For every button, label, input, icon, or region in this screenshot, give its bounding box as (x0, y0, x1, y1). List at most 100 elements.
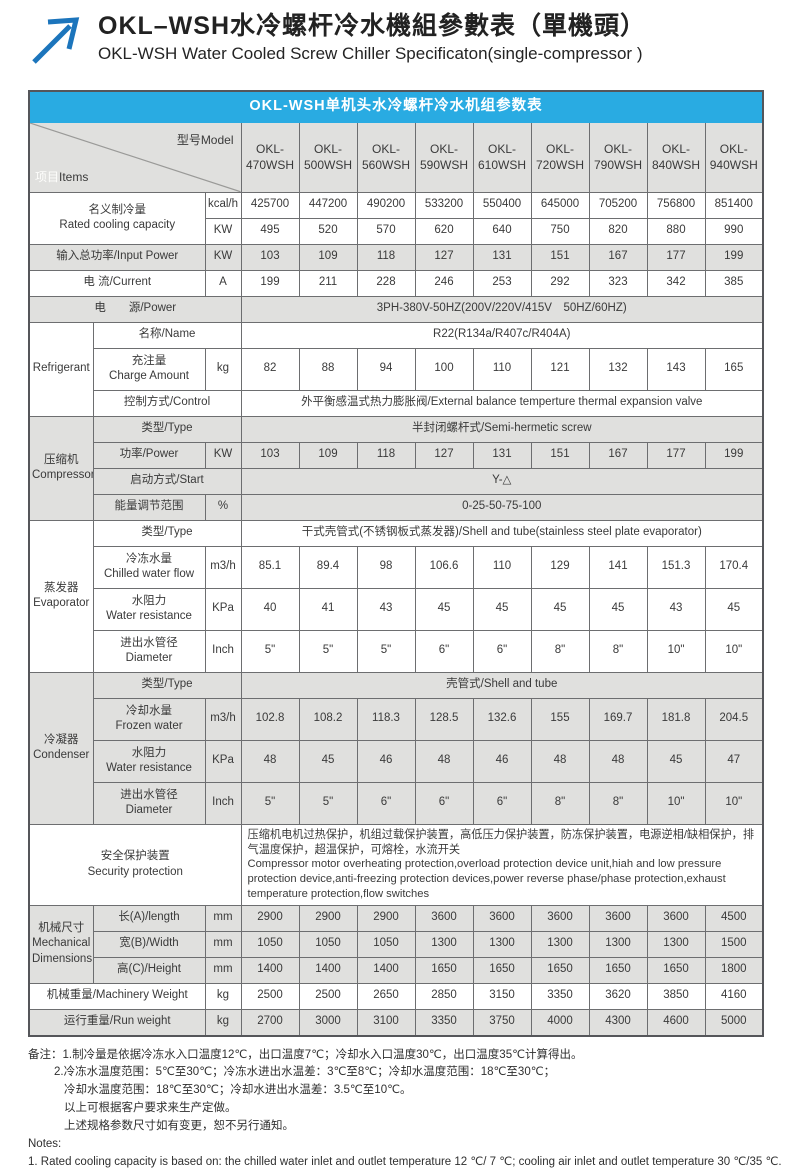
refrigerant-charge-value-OKL-840WSH: 143 (646, 347, 706, 391)
dims-width-value-OKL-790WSH: 1300 (588, 930, 648, 958)
input-power-value-OKL-790WSH: 167 (588, 243, 648, 271)
current-value-OKL-840WSH: 342 (646, 269, 706, 297)
dims-height-value-OKL-590WSH: 1650 (414, 956, 474, 984)
condenser-water-flow-value-OKL-590WSH: 128.5 (414, 697, 474, 741)
table-banner-title: OKL-WSH单机头水冷螺杆冷水机组参数表 (28, 90, 764, 123)
table-row-compressor-start: 启动方式/Start Y-△ (29, 467, 764, 495)
rated-capacity-kw-unit: KW (204, 217, 242, 245)
model-header-OKL-610WSH: OKL- 610WSH (472, 122, 532, 193)
condenser-diameter-value-OKL-610WSH: 6" (472, 781, 532, 825)
compressor-power-label: 功率/Power (92, 441, 206, 469)
refrigerant-control-label: 控制方式/Control (92, 389, 242, 417)
condenser-water-resistance-label: 水阻力 Water resistance (92, 739, 206, 783)
condenser-diameter-value-OKL-590WSH: 6" (414, 781, 474, 825)
note-line-5: 上述规格参数尺寸如有变更，恕不另行通知。 (64, 1119, 294, 1132)
page-title-chinese: OKL–WSH水冷螺杆冷水機組參數表（單機頭） (98, 12, 647, 40)
table-row-refrigerant-charge: 充注量 Charge Amount kg 82 88 94 100 110 121 132 143… (29, 347, 764, 391)
refrigerant-charge-value-OKL-790WSH: 132 (588, 347, 648, 391)
evaporator-chilled-flow-value-OKL-790WSH: 141 (588, 545, 648, 589)
table-row-evaporator-water-resistance: 水阻力 Water resistance KPa 40 41 43 45 45 45 45 43 4… (29, 587, 764, 631)
compressor-power-value-OKL-790WSH: 167 (588, 441, 648, 469)
table-header-row: 项目Items 型号Model OKL- 470WSH OKL- 500WSH OK… (28, 122, 764, 193)
evaporator-water-resistance-value-OKL-470WSH: 40 (240, 587, 300, 631)
items-label-en: Items (59, 169, 89, 184)
condenser-water-flow-unit: m3/h (204, 697, 242, 741)
run-weight-value-OKL-840WSH: 4600 (646, 1008, 706, 1037)
power-supply-value: 3PH-380V-50HZ(200V/220V/415V 50HZ/60HZ) (240, 295, 764, 323)
table-row-evaporator-chilled-flow: 冷冻水量 Chilled water flow m3/h 85.1 89.4 98 106… (29, 545, 764, 589)
evaporator-diameter-value-OKL-840WSH: 10" (646, 629, 706, 673)
dims-height-value-OKL-940WSH: 1800 (704, 956, 764, 984)
evaporator-type-group-label: 蒸发器 Evaporator (28, 519, 94, 673)
condenser-type-value: 壳管式/Shell and tube (240, 671, 764, 699)
table-row-dims-length: 机械尺寸 Mechanical Dimensions 长(A)/length mm 2… (28, 904, 764, 984)
machinery-weight-label: 机械重量/Machinery Weight (28, 982, 206, 1010)
evaporator-water-resistance-value-OKL-940WSH: 45 (704, 587, 764, 631)
dims-length-value-OKL-470WSH: 2900 (240, 904, 300, 932)
evaporator-water-resistance-unit: KPa (204, 587, 242, 631)
table-row-condenser-type: 冷凝器 Condenser 类型/Type 壳管式/Shell and tube (28, 671, 764, 825)
run-weight-value-OKL-720WSH: 4000 (530, 1008, 590, 1037)
condenser-water-flow-value-OKL-500WSH: 108.2 (298, 697, 358, 741)
compressor-type-value: 半封闭螺杆式/Semi-hermetic screw (240, 415, 764, 443)
dims-length-value-OKL-590WSH: 3600 (414, 904, 474, 932)
model-header-OKL-500WSH: OKL- 500WSH (298, 122, 358, 193)
table-row-security-protection: 安全保护装置 Security protection 压缩机电机过热保护，机组过载… (28, 823, 764, 906)
condenser-diameter-unit: Inch (204, 781, 242, 825)
compressor-power-value-OKL-720WSH: 151 (530, 441, 590, 469)
dims-height-value-OKL-560WSH: 1400 (356, 956, 416, 984)
condenser-water-flow-value-OKL-610WSH: 132.6 (472, 697, 532, 741)
compressor-energy-range-label: 能量调节范围 (92, 493, 206, 521)
evaporator-water-resistance-value-OKL-560WSH: 43 (356, 587, 416, 631)
evaporator-water-resistance-value-OKL-720WSH: 45 (530, 587, 590, 631)
machinery-weight-value-OKL-720WSH: 3350 (530, 982, 590, 1010)
compressor-power-value-OKL-590WSH: 127 (414, 441, 474, 469)
compressor-start-label: 启动方式/Start (92, 467, 242, 495)
evaporator-water-resistance-value-OKL-610WSH: 45 (472, 587, 532, 631)
rated-capacity-kcal-value-OKL-840WSH: 756800 (646, 191, 706, 219)
run-weight-unit: kg (204, 1008, 242, 1037)
table-row-rated-capacity-kcal: 名义制冷量 Rated cooling capacity kcal/h 425700… (28, 191, 764, 245)
evaporator-chilled-flow-value-OKL-940WSH: 170.4 (704, 545, 764, 589)
evaporator-chilled-flow-value-OKL-470WSH: 85.1 (240, 545, 300, 589)
dims-width-value-OKL-470WSH: 1050 (240, 930, 300, 958)
condenser-water-resistance-value-OKL-790WSH: 48 (588, 739, 648, 783)
refrigerant-charge-unit: kg (204, 347, 242, 391)
condenser-water-resistance-value-OKL-500WSH: 45 (298, 739, 358, 783)
evaporator-diameter-value-OKL-940WSH: 10" (704, 629, 764, 673)
evaporator-diameter-value-OKL-720WSH: 8" (530, 629, 590, 673)
machinery-weight-value-OKL-500WSH: 2500 (298, 982, 358, 1010)
compressor-energy-range-value: 0-25-50-75-100 (240, 493, 764, 521)
condenser-water-flow-value-OKL-840WSH: 181.8 (646, 697, 706, 741)
refrigerant-charge-value-OKL-720WSH: 121 (530, 347, 590, 391)
machinery-weight-value-OKL-590WSH: 2850 (414, 982, 474, 1010)
evaporator-water-resistance-value-OKL-790WSH: 45 (588, 587, 648, 631)
dims-length-value-OKL-720WSH: 3600 (530, 904, 590, 932)
table-row-dims-height: 高(C)/Height mm 1400 1400 1400 1650 1650 1650 165… (29, 956, 764, 984)
dims-width-value-OKL-840WSH: 1300 (646, 930, 706, 958)
evaporator-diameter-label: 进出水管径 Diameter (92, 629, 206, 673)
condenser-water-resistance-value-OKL-470WSH: 48 (240, 739, 300, 783)
rated-capacity-kw-value-OKL-470WSH: 495 (240, 217, 300, 245)
notes-block: 备注：1.制冷量是依据冷冻水入口温度12℃，出口温度7℃；冷却水入口温度30℃，… (28, 1047, 782, 1171)
compressor-power-value-OKL-500WSH: 109 (298, 441, 358, 469)
refrigerant-charge-value-OKL-940WSH: 165 (704, 347, 764, 391)
input-power-value-OKL-560WSH: 118 (356, 243, 416, 271)
refrigerant-charge-value-OKL-500WSH: 88 (298, 347, 358, 391)
refrigerant-name-label: 名称/Name (92, 321, 242, 349)
compressor-start-value: Y-△ (240, 467, 764, 495)
current-label: 电 流/Current (28, 269, 206, 297)
input-power-unit: KW (204, 243, 242, 271)
title-block: OKL–WSH水冷螺杆冷水機組參數表（單機頭） OKL-WSH Water Co… (28, 12, 762, 66)
rated-capacity-kcal-value-OKL-560WSH: 490200 (356, 191, 416, 219)
evaporator-diameter-value-OKL-790WSH: 8" (588, 629, 648, 673)
evaporator-water-resistance-value-OKL-500WSH: 41 (298, 587, 358, 631)
run-weight-value-OKL-940WSH: 5000 (704, 1008, 764, 1037)
table-row-refrigerant-control: 控制方式/Control 外平衡感温式热力膨胀阀/External balance… (29, 389, 764, 417)
spec-table: OKL-WSH单机头水冷螺杆冷水机组参数表 项目Items 型号Model OK… (28, 90, 765, 1037)
condenser-water-flow-value-OKL-720WSH: 155 (530, 697, 590, 741)
evaporator-diameter-value-OKL-590WSH: 6" (414, 629, 474, 673)
condenser-water-flow-value-OKL-940WSH: 204.5 (704, 697, 764, 741)
condenser-diameter-value-OKL-840WSH: 10" (646, 781, 706, 825)
